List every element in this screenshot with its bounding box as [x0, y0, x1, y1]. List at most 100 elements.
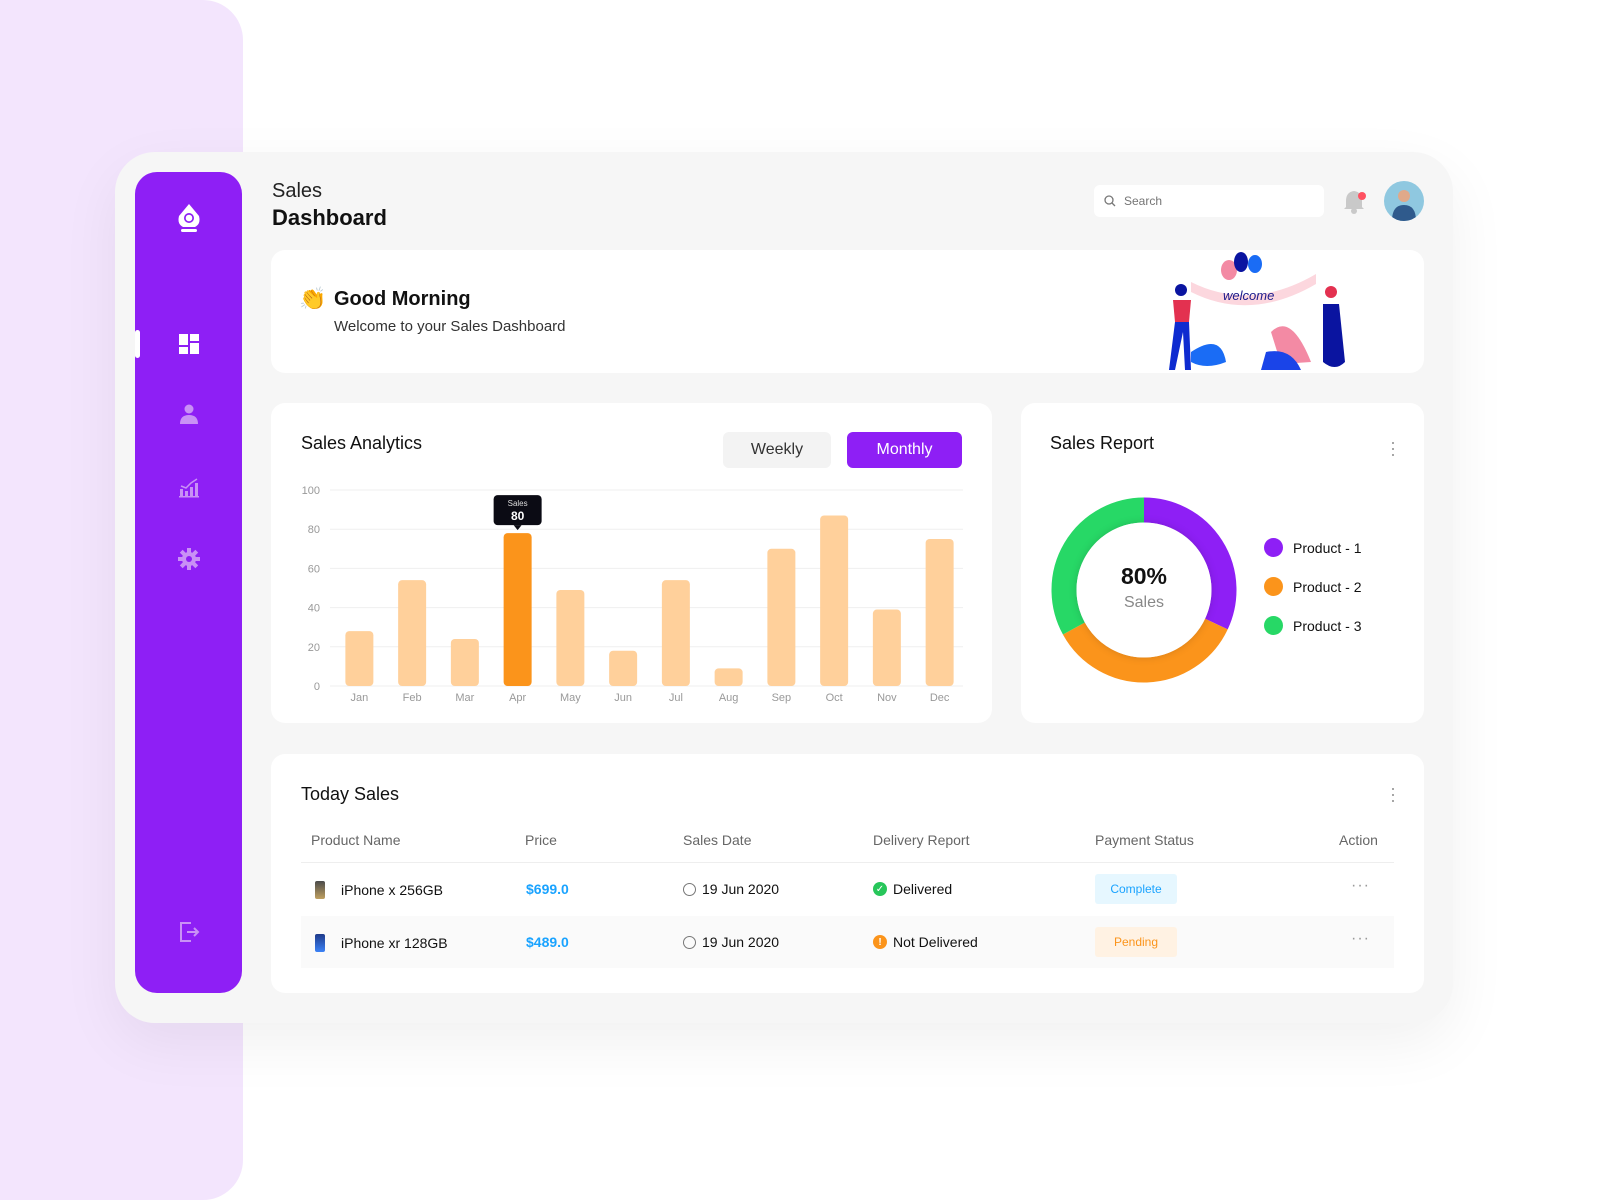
bar-apr	[503, 533, 532, 686]
sales-analytics-card: Sales Analytics Weekly Monthly 0 20 40 60 80…	[271, 403, 992, 723]
bar-jun	[609, 650, 638, 686]
search-box[interactable]	[1094, 185, 1324, 217]
settings-icon[interactable]	[177, 547, 201, 571]
sidebar	[135, 172, 242, 993]
tab-monthly[interactable]: Monthly	[847, 432, 962, 468]
bar-jan	[345, 631, 374, 686]
legend-product-2: Product - 2	[1264, 577, 1361, 596]
y-tick-label: 20	[308, 642, 320, 654]
bar-may	[556, 589, 585, 686]
col-sales-date: Sales Date	[683, 832, 752, 848]
y-tick-label: 60	[308, 563, 320, 575]
tooltip-arrow	[513, 525, 522, 531]
welcome-illustration: welcome	[1169, 252, 1345, 370]
product-name: iPhone x 256GB	[341, 882, 443, 898]
donut-slice-3	[1051, 497, 1145, 635]
x-tick-label: Jan	[351, 692, 369, 704]
sales-analytics-title: Sales Analytics	[301, 433, 423, 453]
x-tick-label: Mar	[455, 692, 474, 704]
sales-donut-chart	[1051, 497, 1237, 683]
payment-status-badge: Pending	[1095, 927, 1177, 957]
col-price: Price	[525, 832, 557, 848]
today-sales-title: Today Sales	[301, 784, 400, 804]
price: $699.0	[526, 881, 569, 897]
col-action: Action	[1339, 832, 1378, 848]
y-tick-label: 40	[308, 603, 320, 615]
x-tick-label: Apr	[509, 692, 526, 704]
legend-product-3: Product - 3	[1264, 616, 1361, 635]
col-product-name: Product Name	[311, 832, 401, 848]
delivery-status: Not Delivered	[893, 934, 978, 950]
product-name: iPhone xr 128GB	[341, 935, 448, 951]
warning-circle-icon: !	[873, 935, 887, 949]
x-tick-label: Jun	[614, 692, 632, 704]
analytics-icon[interactable]	[177, 475, 201, 499]
avatar[interactable]	[1384, 181, 1424, 221]
logout-icon[interactable]	[177, 920, 201, 944]
welcome-card: 👏 Good Morning Welcome to your Sales Das…	[271, 250, 1424, 373]
donut-slice-1	[1143, 497, 1237, 630]
divider	[301, 862, 1394, 863]
bar-jul	[661, 580, 690, 686]
bar-mar	[450, 638, 479, 686]
tab-weekly[interactable]: Weekly	[723, 432, 831, 468]
welcome-subtitle: Welcome to your Sales Dashboard	[334, 318, 566, 335]
bar-sep	[767, 548, 796, 686]
clock-icon	[683, 935, 696, 949]
sales-report-title: Sales Report	[1050, 433, 1155, 453]
notification-bell-icon[interactable]	[1342, 187, 1368, 215]
donut-center-label: Sales	[1123, 594, 1165, 611]
page-title: Dashboard	[272, 205, 387, 230]
x-tick-label: Dec	[930, 692, 950, 704]
phone-icon	[315, 934, 325, 952]
active-indicator	[135, 330, 140, 358]
legend-swatch	[1264, 616, 1283, 635]
clap-icon: 👏	[299, 286, 327, 311]
legend-swatch	[1264, 538, 1283, 557]
y-tick-label: 80	[308, 524, 320, 536]
donut-center-value: 80%	[1120, 563, 1168, 589]
banner-text: welcome	[1223, 288, 1274, 303]
row-actions-icon[interactable]: ···	[1351, 930, 1370, 947]
y-tick-label: 0	[314, 681, 320, 693]
delivery-status: Delivered	[893, 881, 953, 897]
more-options-icon[interactable]: · · ·	[1390, 778, 1396, 810]
legend-swatch	[1264, 577, 1283, 596]
donut-hole	[1076, 522, 1212, 658]
bar-dec	[925, 539, 954, 686]
col-payment-status: Payment Status	[1095, 832, 1194, 848]
x-tick-label: May	[560, 692, 581, 704]
tooltip-value: 80	[511, 509, 525, 523]
row-actions-icon[interactable]: ···	[1351, 877, 1370, 894]
bar-aug	[714, 668, 743, 686]
x-tick-label: Nov	[877, 692, 897, 704]
x-tick-label: Jul	[669, 692, 683, 704]
clock-icon	[683, 882, 696, 896]
table-row[interactable]: iPhone x 256GB $699.0 19 Jun 2020 ✓ Deliv…	[301, 863, 1394, 915]
bar-nov	[872, 609, 901, 686]
x-tick-label: Aug	[719, 692, 739, 704]
dashboard-icon[interactable]	[177, 332, 201, 356]
logo-icon	[178, 204, 200, 232]
sales-date: 19 Jun 2020	[702, 881, 780, 897]
donut-slice-2	[1062, 618, 1228, 683]
bar-feb	[398, 580, 427, 686]
sales-report-card: Sales Report · · · 80% Sales	[1021, 403, 1424, 723]
sales-date: 19 Jun 2020	[702, 934, 780, 950]
bar-oct	[820, 515, 849, 686]
check-circle-icon: ✓	[873, 882, 887, 896]
greeting: Good Morning	[334, 288, 471, 310]
price: $489.0	[526, 934, 569, 950]
search-input[interactable]	[1124, 194, 1304, 208]
x-tick-label: Feb	[403, 692, 422, 704]
tooltip	[493, 495, 542, 526]
table-row[interactable]: iPhone xr 128GB $489.0 19 Jun 2020 ! Not …	[301, 916, 1394, 968]
search-icon	[1104, 195, 1116, 207]
more-options-icon[interactable]: · · ·	[1390, 432, 1396, 464]
x-tick-label: Sep	[772, 692, 792, 704]
x-tick-label: Oct	[826, 692, 843, 704]
payment-status-badge: Complete	[1095, 874, 1177, 904]
user-icon[interactable]	[177, 402, 201, 426]
col-delivery-report: Delivery Report	[873, 832, 970, 848]
y-tick-label: 100	[302, 485, 320, 497]
